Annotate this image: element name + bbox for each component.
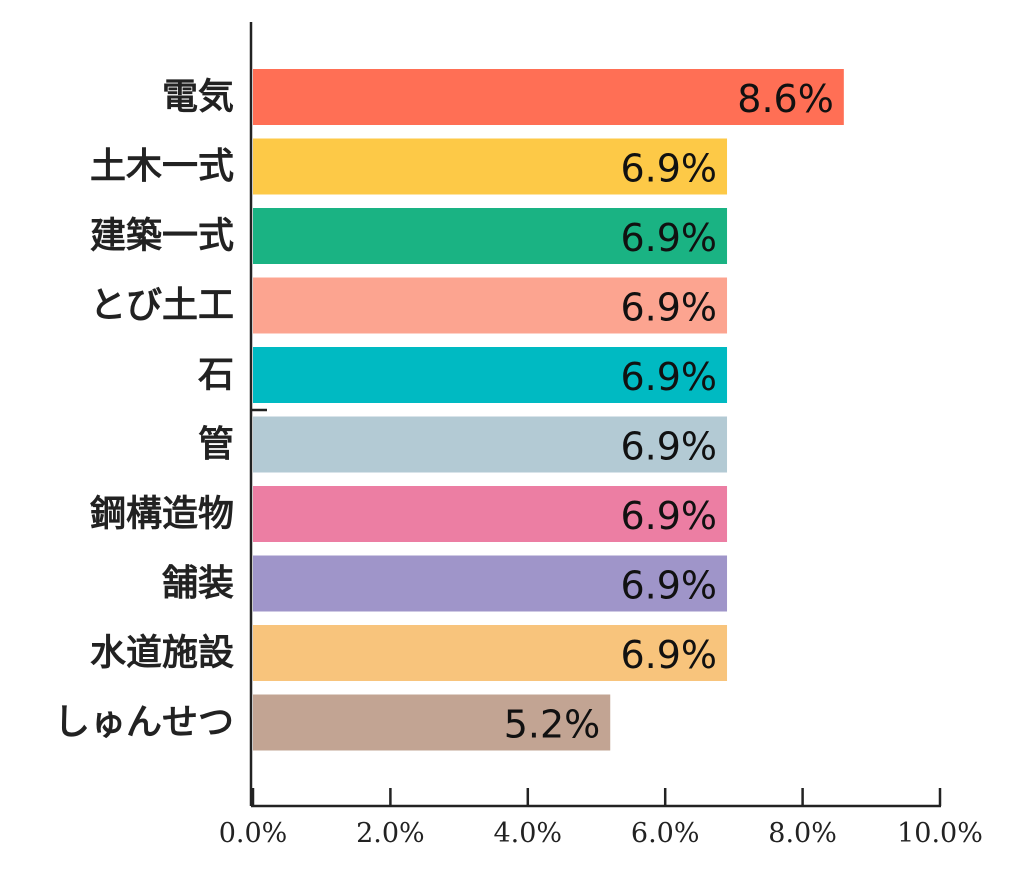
bar	[253, 347, 728, 403]
value-labels: 8.6% 6.9% 6.9% 6.9% 6.9% 6.9% 6.9% 6.9% 6.9% 5.2%	[504, 77, 834, 747]
bar	[253, 555, 728, 612]
x-tick-label: 4.0%	[493, 818, 562, 849]
category-label: 舗装	[161, 563, 234, 604]
bar	[253, 69, 844, 125]
bar	[253, 486, 728, 542]
bar	[253, 208, 728, 264]
bar-group	[253, 69, 844, 751]
x-tick-label: 10.0%	[897, 818, 983, 849]
bar	[253, 694, 611, 751]
bar	[253, 138, 728, 195]
category-label: 石	[198, 355, 234, 396]
category-label: とび土工	[90, 285, 234, 326]
category-label: 土木一式	[90, 146, 234, 187]
value-label: 6.9%	[620, 425, 717, 469]
value-label: 5.2%	[504, 703, 601, 747]
value-label: 6.9%	[620, 494, 717, 538]
category-label: 水道施設	[90, 633, 234, 674]
value-label: 6.9%	[620, 147, 717, 191]
category-label: 建築一式	[90, 216, 234, 257]
category-label: 管	[198, 424, 234, 465]
category-label: 電気	[162, 77, 234, 118]
x-ticks: 0.0% 2.0% 4.0% 6.0% 8.0% 10.0%	[219, 788, 983, 849]
x-tick-label: 6.0%	[631, 818, 700, 849]
value-label: 6.9%	[620, 633, 717, 677]
x-tick-label: 2.0%	[356, 818, 425, 849]
category-label: しゅんせつ	[54, 702, 234, 743]
value-label: 6.9%	[620, 564, 717, 608]
value-label: 6.9%	[620, 216, 717, 260]
category-label: 鋼構造物	[90, 494, 234, 535]
bar	[253, 277, 728, 334]
x-tick-label: 0.0%	[219, 818, 288, 849]
value-label: 6.9%	[620, 286, 717, 330]
bar	[253, 416, 728, 473]
x-tick-label: 8.0%	[768, 818, 837, 849]
bar	[253, 625, 728, 681]
value-label: 6.9%	[620, 355, 717, 399]
value-label: 8.6%	[737, 77, 834, 121]
